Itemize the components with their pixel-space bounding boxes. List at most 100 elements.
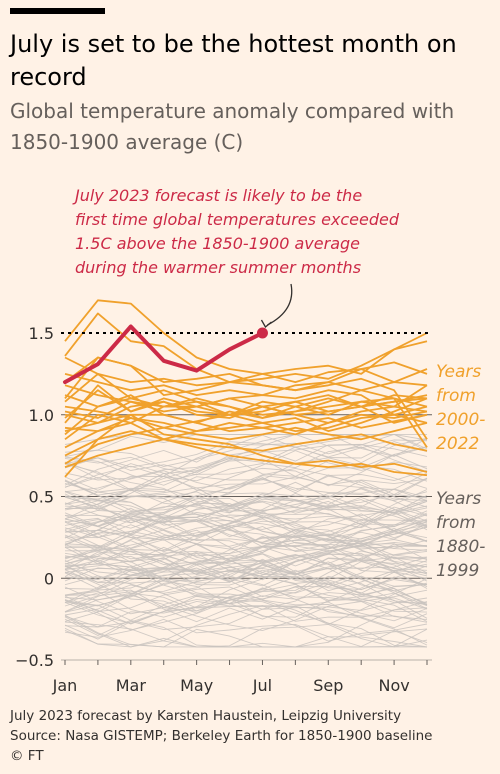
old-year-line xyxy=(64,433,428,511)
old-year-line xyxy=(64,557,428,592)
old-years-series xyxy=(64,433,428,648)
old-year-line xyxy=(64,441,428,469)
old-year-line xyxy=(64,477,428,510)
old-year-line xyxy=(64,519,428,619)
forecast-annotation: July 2023 forecast is likely to be the f… xyxy=(75,184,465,280)
old-year-line xyxy=(64,505,428,556)
recent-year-line xyxy=(64,397,428,419)
recent-year-line xyxy=(64,430,428,477)
recent-year-line xyxy=(64,384,428,424)
old-year-line xyxy=(64,552,428,628)
old-year-line xyxy=(64,444,428,476)
old-year-line xyxy=(64,577,428,622)
old-year-line xyxy=(64,470,428,494)
annotation-line: 1.5C above the 1850-1900 average xyxy=(75,234,360,253)
old-year-line xyxy=(64,510,428,554)
y-tick-label: 1.5 xyxy=(29,324,54,343)
brand-bar xyxy=(10,8,105,14)
copyright: © FT xyxy=(10,748,44,764)
old-year-line xyxy=(64,506,428,553)
annotation-line: first time global temperatures exceeded xyxy=(75,210,400,229)
old-year-line xyxy=(64,550,428,576)
old-year-line xyxy=(64,561,428,613)
old-year-line xyxy=(64,539,428,574)
x-tick-label: Mar xyxy=(116,676,147,695)
old-year-line xyxy=(64,604,428,648)
old-year-line xyxy=(64,479,428,514)
x-tick-label: Jul xyxy=(252,676,272,695)
july-2023-point xyxy=(256,327,268,339)
recent-year-line xyxy=(64,394,428,436)
recent-year-line xyxy=(64,373,428,448)
old-year-line xyxy=(64,446,428,488)
y-tick-label: −0.5 xyxy=(15,651,54,670)
x-tick-label: Nov xyxy=(378,676,409,695)
old-year-line xyxy=(64,434,428,508)
old-year-line xyxy=(64,605,428,648)
old-years-label: Years from 1880- 1999 xyxy=(436,489,486,581)
old-year-line xyxy=(64,559,428,648)
recent-year-line xyxy=(64,422,428,465)
x-tick-label: Sep xyxy=(313,676,343,695)
old-year-line xyxy=(64,513,428,565)
recent-year-line xyxy=(64,394,428,424)
chart-title: July is set to be the hottest month on r… xyxy=(10,30,457,91)
recent-years-series xyxy=(64,299,428,478)
old-year-line xyxy=(64,509,428,571)
old-year-line xyxy=(64,475,428,511)
old-year-line xyxy=(64,456,428,486)
old-year-line xyxy=(64,467,428,515)
recent-year-line xyxy=(64,410,428,441)
old-year-line xyxy=(64,433,428,467)
old-year-line xyxy=(64,500,428,539)
old-year-line xyxy=(64,489,428,546)
recent-year-line xyxy=(64,332,428,387)
chart-subtitle: Global temperature anomaly compared with… xyxy=(10,99,455,154)
old-year-line xyxy=(64,595,428,642)
old-year-line xyxy=(64,433,428,486)
old-year-line xyxy=(64,556,428,596)
old-year-line xyxy=(64,454,428,492)
chart-footer: July 2023 forecast by Karsten Haustein, … xyxy=(10,706,495,766)
old-year-line xyxy=(64,570,428,613)
old-year-line xyxy=(64,488,428,533)
old-year-line xyxy=(64,566,428,603)
old-year-line xyxy=(64,461,428,528)
old-year-line xyxy=(64,553,428,586)
old-year-line xyxy=(64,543,428,583)
forecast-credit: July 2023 forecast by Karsten Haustein, … xyxy=(10,708,402,724)
y-tick-label: 1.0 xyxy=(29,406,54,425)
y-tick-label: 0 xyxy=(44,569,54,588)
recent-years-label: Years from 2000- 2022 xyxy=(436,362,486,454)
annotation-arrowhead xyxy=(260,319,272,328)
old-year-line xyxy=(64,523,428,613)
old-year-line xyxy=(64,507,428,545)
recent-year-line xyxy=(64,299,428,383)
source-note: Source: Nasa GISTEMP; Berkeley Earth for… xyxy=(10,728,433,744)
x-tick-label: Jan xyxy=(52,676,78,695)
old-year-line xyxy=(64,601,428,636)
old-year-line xyxy=(64,524,428,596)
old-year-line xyxy=(64,499,428,544)
old-year-line xyxy=(64,590,428,622)
old-year-line xyxy=(64,495,428,548)
old-year-line xyxy=(64,535,428,581)
old-year-line xyxy=(64,601,428,648)
old-year-line xyxy=(64,491,428,549)
annotation-line: during the warmer summer months xyxy=(75,258,362,277)
x-tick-label: May xyxy=(180,676,213,695)
old-year-line xyxy=(64,516,428,607)
recent-year-line xyxy=(64,356,428,399)
y-tick-label: 0.5 xyxy=(29,488,54,507)
old-year-line xyxy=(64,547,428,582)
annotation-line: July 2023 forecast is likely to be the xyxy=(75,186,363,205)
old-year-line xyxy=(64,507,428,560)
series-2023-line xyxy=(63,324,265,385)
old-year-line xyxy=(64,518,428,568)
recent-year-line xyxy=(64,433,428,468)
recent-year-line xyxy=(64,384,428,416)
old-year-line xyxy=(64,514,428,545)
old-year-line xyxy=(64,518,428,551)
old-year-line xyxy=(64,578,428,648)
